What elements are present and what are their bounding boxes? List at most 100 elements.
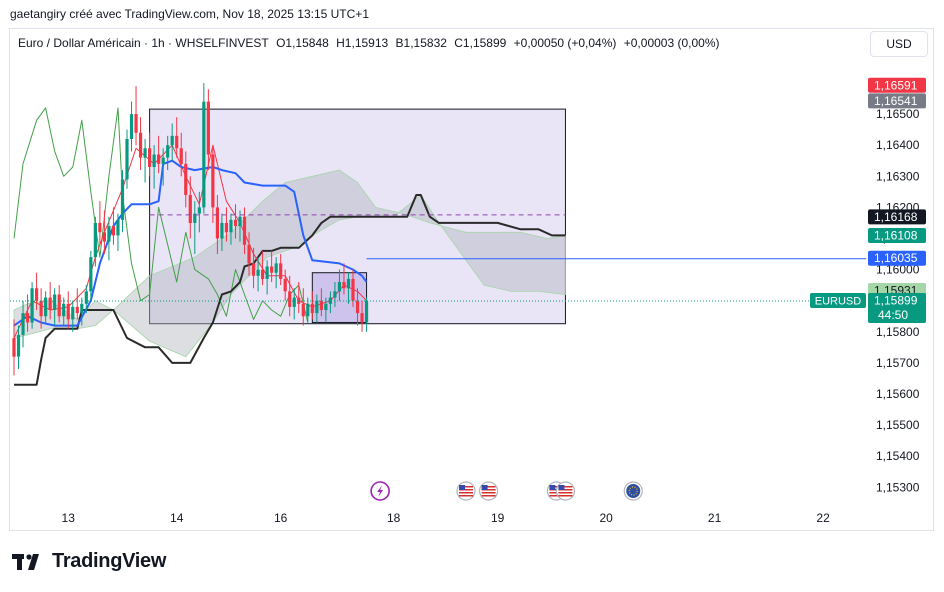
countdown-text: 44:50 bbox=[878, 308, 908, 322]
price-tick-label: 1,15800 bbox=[876, 325, 920, 339]
candle bbox=[71, 300, 75, 332]
candle-body bbox=[93, 222, 97, 258]
symbol-name[interactable]: Euro / Dollar Américain · 1h · WHSELFINV… bbox=[18, 36, 269, 50]
candle bbox=[202, 83, 206, 214]
candle bbox=[292, 288, 296, 320]
price-axis-label-text: 1,16108 bbox=[874, 229, 918, 243]
candle-body bbox=[161, 157, 165, 164]
candle-body bbox=[319, 300, 323, 311]
candle-body bbox=[152, 154, 156, 167]
candle bbox=[319, 288, 323, 317]
us-flag-icon[interactable] bbox=[555, 481, 576, 501]
price-axis-label-bg bbox=[868, 250, 926, 266]
time-tick-label: 18 bbox=[387, 511, 401, 525]
candle bbox=[233, 204, 238, 239]
candle bbox=[188, 176, 192, 239]
candle bbox=[355, 288, 360, 326]
candle bbox=[143, 138, 147, 183]
candle-body bbox=[25, 313, 30, 323]
candle-body bbox=[80, 303, 84, 314]
price-axis-label-bg bbox=[868, 93, 926, 109]
price-tick-label: 1,15700 bbox=[876, 356, 920, 370]
price-tick-label: 1,15600 bbox=[876, 387, 920, 401]
candle-body bbox=[66, 303, 70, 320]
candle bbox=[310, 291, 314, 320]
candle-body bbox=[188, 194, 192, 223]
candle bbox=[152, 145, 156, 189]
green-line bbox=[13, 107, 309, 323]
candle bbox=[62, 297, 66, 326]
price-tick-label: 1,16000 bbox=[876, 263, 920, 277]
symbol-tag-bg bbox=[810, 293, 866, 309]
candle bbox=[12, 319, 16, 376]
candle bbox=[206, 89, 210, 171]
price-axis-label-bg bbox=[868, 77, 926, 93]
us-flag-icon[interactable] bbox=[456, 481, 476, 501]
candle bbox=[328, 291, 332, 314]
currency-button[interactable]: USD bbox=[870, 31, 928, 57]
candle bbox=[80, 297, 84, 326]
event-markers bbox=[370, 481, 643, 501]
price-axis-label-text: 1,16035 bbox=[874, 251, 918, 265]
candle-body bbox=[342, 282, 346, 289]
candle-body bbox=[107, 226, 111, 242]
candles bbox=[12, 83, 369, 376]
price-tick-label: 1,16400 bbox=[876, 138, 920, 152]
eu-flag-icon[interactable] bbox=[623, 481, 643, 501]
candle-body bbox=[333, 291, 337, 298]
candle-body bbox=[48, 297, 52, 311]
candle-body bbox=[157, 154, 161, 164]
tradingview-logo: TradingView bbox=[12, 550, 166, 573]
candle-body bbox=[247, 244, 251, 264]
time-tick-label: 14 bbox=[170, 511, 184, 525]
brand-name: TradingView bbox=[52, 550, 167, 572]
price-axis-label: 1,16035 bbox=[868, 250, 926, 266]
candle-body bbox=[120, 179, 125, 220]
candle bbox=[265, 260, 269, 295]
candle bbox=[48, 282, 52, 320]
candle-body bbox=[288, 291, 292, 307]
price-tick-label: 1,16300 bbox=[876, 169, 920, 183]
candle-body bbox=[238, 216, 242, 227]
price-tick-label: 1,15300 bbox=[876, 480, 920, 494]
price-axis-label: 1,16541 bbox=[868, 93, 926, 109]
candle bbox=[215, 194, 219, 255]
candle bbox=[197, 191, 201, 233]
candle bbox=[148, 132, 152, 177]
candle bbox=[351, 269, 355, 307]
ohlc-high: H1,15913 bbox=[336, 36, 389, 50]
candle bbox=[98, 201, 102, 245]
candle-body bbox=[84, 291, 88, 304]
price-axis-label: 1,16591 bbox=[868, 77, 926, 93]
candle bbox=[288, 275, 292, 317]
candle-body bbox=[310, 303, 314, 314]
candle bbox=[16, 325, 21, 370]
candle bbox=[247, 232, 251, 276]
candle-body bbox=[184, 163, 188, 195]
candle bbox=[129, 101, 134, 152]
candle bbox=[184, 151, 188, 208]
candle-body bbox=[355, 300, 360, 314]
candle-body bbox=[102, 232, 106, 242]
ohlc-open: O1,15848 bbox=[276, 36, 329, 50]
candle-body bbox=[206, 101, 210, 155]
candle-body bbox=[125, 138, 129, 180]
candle-body bbox=[116, 219, 120, 236]
lightning-icon[interactable] bbox=[370, 481, 390, 501]
us-flag-icon[interactable] bbox=[479, 481, 499, 501]
candle-body bbox=[224, 222, 229, 233]
candle bbox=[333, 282, 337, 307]
candle-body bbox=[12, 338, 16, 357]
ichimoku-cloud bbox=[13, 169, 566, 358]
price-axis-label-text: 1,16591 bbox=[874, 78, 918, 92]
candle bbox=[279, 254, 283, 286]
candle-body bbox=[193, 213, 197, 223]
ohlc-close: C1,15899 bbox=[454, 36, 507, 50]
candle bbox=[283, 269, 287, 301]
candle bbox=[364, 297, 369, 332]
candle bbox=[44, 291, 48, 323]
candle bbox=[211, 145, 215, 223]
price-axis-label-text: 1,16541 bbox=[874, 94, 918, 108]
candle bbox=[111, 207, 116, 245]
